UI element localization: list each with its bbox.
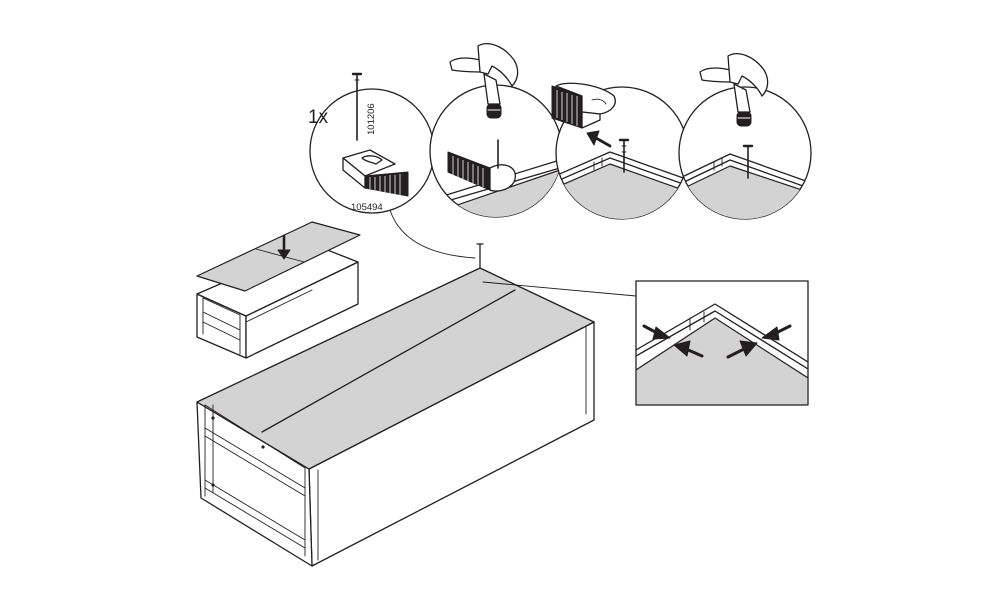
arrow-icon: [642, 324, 671, 340]
nail-part-number: 101206: [366, 103, 377, 135]
nail-icon: [618, 138, 630, 173]
back-panel-sheet: [196, 221, 361, 292]
small-frame-preview: [196, 221, 361, 359]
tool-part-number: 105494: [351, 202, 383, 213]
nail-guide-tool-icon: [342, 149, 409, 197]
arrow-icon: [586, 130, 612, 148]
arrow-icon: [277, 234, 291, 260]
nail-guide-tool-icon: [551, 82, 616, 129]
step-circle-2: [429, 43, 563, 218]
arrow-icon: [673, 340, 704, 358]
detail-inset: [635, 280, 809, 406]
quantity-label: 1x: [308, 107, 329, 128]
nail-icon: [351, 72, 363, 141]
hammer-icon: [699, 53, 769, 127]
step-circle-4: [678, 53, 812, 220]
arrow-icon: [761, 324, 792, 341]
step-circle-3: [551, 82, 689, 220]
arrow-icon: [726, 340, 758, 359]
nail-icon: [476, 243, 484, 269]
step-circle-1: 1x 101206 105494: [308, 72, 435, 214]
main-frame: [196, 267, 595, 567]
hammer-icon: [449, 43, 519, 119]
